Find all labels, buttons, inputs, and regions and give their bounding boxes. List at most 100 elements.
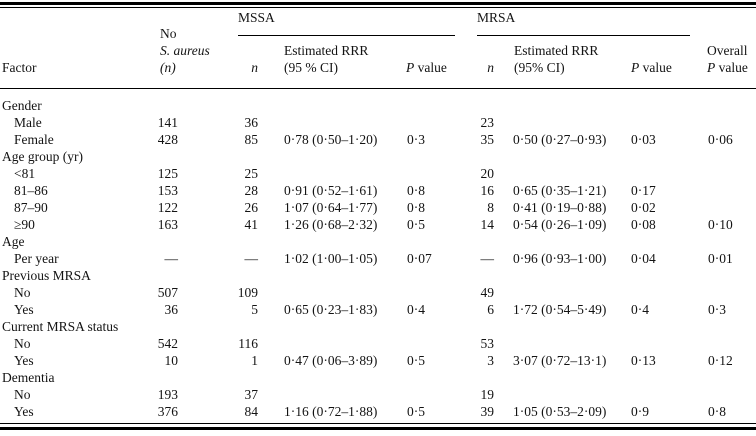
mrsa-p-cell (631, 165, 702, 182)
table-row: No 193 37 19 (0, 386, 756, 403)
mssa-rrr-cell (258, 233, 407, 250)
no-cell: 36 (164, 302, 179, 317)
mrsa-group-rule (477, 35, 690, 36)
factor-cell: Yes (14, 302, 34, 317)
mssa-p-cell: 0·3 (407, 132, 425, 147)
mrsa-p-cell: 0·9 (631, 404, 649, 419)
mrsa-n-cell (470, 148, 494, 165)
table-row: 81–86 153 28 0·91 (0·52–1·61) 0·8 16 0·65 (0·3… (0, 182, 756, 199)
mssa-n-cell: 116 (238, 336, 258, 351)
factor-cell: Male (14, 115, 42, 130)
mrsa-p-cell: 0·04 (631, 251, 656, 266)
header-mrsa-rrr: Estimated RRR (95% CI) (514, 42, 598, 76)
mrsa-rrr-cell: 0·54 (0·26–1·09) (513, 217, 607, 232)
factor-cell: Dementia (2, 370, 55, 385)
mrsa-n-cell (470, 233, 494, 250)
mssa-rrr-cell: 1·26 (0·68–2·32) (284, 217, 378, 232)
mrsa-rrr-cell: 0·41 (0·19–0·88) (513, 200, 607, 215)
bottom-rule-thick (0, 427, 756, 430)
no-cell (120, 97, 178, 114)
mrsa-n-cell: 16 (480, 183, 495, 198)
no-cell: — (164, 251, 179, 266)
mrsa-p-cell: 0·4 (631, 302, 649, 317)
mssa-n-cell: 85 (244, 132, 259, 147)
mssa-p-cell: 0·5 (407, 217, 425, 232)
table-row: No 507 109 49 (0, 284, 756, 301)
mrsa-rrr-cell (494, 233, 631, 250)
top-rule-thick (0, 2, 756, 5)
mssa-rrr-cell (258, 335, 407, 352)
mrsa-rrr-cell: 3·07 (0·72–13·1) (513, 353, 607, 368)
mrsa-p-cell (631, 335, 702, 352)
mssa-n-cell: 41 (244, 217, 259, 232)
mrsa-p-cell (631, 318, 702, 335)
mrsa-rrr-cell (494, 284, 631, 301)
mssa-n-cell (178, 97, 258, 114)
header-factor: Factor (2, 60, 37, 75)
mrsa-n-cell (470, 318, 494, 335)
mssa-rrr-cell (258, 165, 407, 182)
table-row: Current MRSA status (0, 318, 756, 335)
mssa-p-cell: 0·07 (407, 251, 432, 266)
no-cell: 376 (157, 404, 178, 419)
overall-p-cell (702, 182, 756, 199)
overall-p-cell (702, 284, 756, 301)
mrsa-n-cell: 19 (480, 387, 495, 402)
no-cell: 163 (157, 217, 178, 232)
header-mrsa-rrr-line2: (95% CI) (514, 60, 565, 75)
no-cell: 122 (157, 200, 178, 215)
header-overall-line1: Overall (707, 43, 748, 58)
mrsa-p-cell: 0·03 (631, 132, 656, 147)
header-no-line3: (n) (160, 60, 176, 75)
mssa-p-cell (407, 148, 470, 165)
mssa-n-cell: 28 (244, 183, 259, 198)
no-cell (120, 267, 178, 284)
mssa-p-cell (407, 335, 470, 352)
overall-p-cell (702, 97, 756, 114)
table-row: Dementia (0, 369, 756, 386)
mssa-rrr-cell: 1·16 (0·72–1·88) (284, 404, 378, 419)
mrsa-n-cell: 35 (480, 132, 495, 147)
mssa-n-cell: 37 (244, 387, 259, 402)
mrsa-n-cell: 20 (480, 166, 495, 181)
mrsa-p-cell (631, 233, 702, 250)
mrsa-n-cell: 49 (480, 285, 495, 300)
mssa-p-cell (407, 369, 470, 386)
table-row: Female 428 85 0·78 (0·50–1·20) 0·3 35 0·50 (0·… (0, 131, 756, 148)
factor-cell: Yes (14, 353, 34, 368)
mrsa-p-cell: 0·02 (631, 200, 656, 215)
header-mrsa-rrr-line1: Estimated RRR (514, 43, 599, 58)
mssa-p-cell (407, 97, 470, 114)
mrsa-n-cell: 14 (480, 217, 495, 232)
mrsa-rrr-cell (494, 114, 631, 131)
overall-p-cell (702, 267, 756, 284)
mrsa-rrr-cell (494, 97, 631, 114)
mssa-n-cell (178, 233, 258, 250)
mssa-n-cell: 26 (244, 200, 259, 215)
mssa-n-cell: 25 (244, 166, 259, 181)
mrsa-n-cell (470, 267, 494, 284)
overall-p-cell: 0·10 (708, 217, 733, 232)
no-cell: 507 (157, 285, 178, 300)
overall-p-cell (702, 148, 756, 165)
factor-cell: 87–90 (14, 200, 48, 215)
table-row: 87–90 122 26 1·07 (0·64–1·77) 0·8 8 0·41 (0·19… (0, 199, 756, 216)
mssa-rrr-cell (258, 386, 407, 403)
overall-p-cell (702, 199, 756, 216)
no-cell: 153 (157, 183, 178, 198)
mssa-n-cell: — (244, 251, 259, 266)
factor-cell: No (14, 285, 31, 300)
mrsa-rrr-cell (494, 148, 631, 165)
mrsa-rrr-cell: 0·50 (0·27–0·93) (513, 132, 607, 147)
overall-p-cell: 0·12 (708, 353, 733, 368)
mssa-n-cell (178, 318, 258, 335)
no-cell: 193 (157, 387, 178, 402)
header-bottom-rule (0, 88, 756, 89)
mssa-p-cell: 0·8 (407, 200, 425, 215)
table-header: Factor No S. aureus (n) MSSA n Estimated… (0, 0, 756, 89)
factor-cell: Yes (14, 404, 34, 419)
mssa-p-cell: 0·8 (407, 183, 425, 198)
mssa-p-cell: 0·4 (407, 302, 425, 317)
mrsa-rrr-cell (494, 369, 631, 386)
